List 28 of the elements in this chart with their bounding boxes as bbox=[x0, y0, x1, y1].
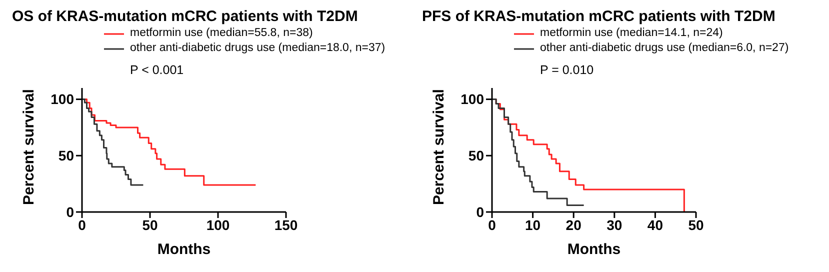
x-tick-label: 20 bbox=[566, 216, 582, 233]
legend-label: metformin use (median=55.8, n=38) bbox=[130, 26, 313, 41]
x-tick-label: 100 bbox=[206, 216, 230, 233]
x-tick-label: 150 bbox=[274, 216, 298, 233]
x-tick-label: 0 bbox=[488, 216, 496, 233]
text: P < 0.001 bbox=[130, 63, 184, 77]
y-tick-label: 50 bbox=[468, 148, 484, 164]
y-axis-title: Percent survival bbox=[20, 89, 38, 205]
y-tick-label: 0 bbox=[66, 204, 74, 220]
x-axis-title: Months bbox=[157, 241, 211, 258]
x-tick-label: 50 bbox=[688, 216, 704, 233]
x-tick-label: 40 bbox=[647, 216, 664, 233]
y-tick-label: 0 bbox=[476, 204, 484, 220]
chart-title: PFS of KRAS-mutation mCRC patients with T2DM bbox=[422, 8, 776, 25]
legend-label: other anti-diabetic drugs use (median=18.0, n=37) bbox=[130, 41, 386, 56]
y-tick-label: 100 bbox=[50, 91, 74, 108]
y-tick-label: 100 bbox=[460, 91, 484, 108]
x-tick-label: 10 bbox=[525, 216, 541, 233]
legend-label: other anti-diabetic drugs use (median=6.0, n=27) bbox=[540, 41, 789, 56]
x-tick-label: 50 bbox=[142, 216, 158, 233]
x-tick-label: 0 bbox=[78, 216, 86, 233]
y-axis-title: Percent survival bbox=[430, 89, 448, 205]
text: P = 0.010 bbox=[540, 63, 594, 77]
x-tick-label: 30 bbox=[606, 216, 622, 233]
legend-label: metformin use (median=14.1, n=24) bbox=[540, 26, 723, 41]
y-tick-label: 50 bbox=[58, 148, 74, 164]
x-axis-title: Months bbox=[567, 241, 621, 258]
chart-title: OS of KRAS-mutation mCRC patients with T2DM bbox=[12, 8, 358, 25]
